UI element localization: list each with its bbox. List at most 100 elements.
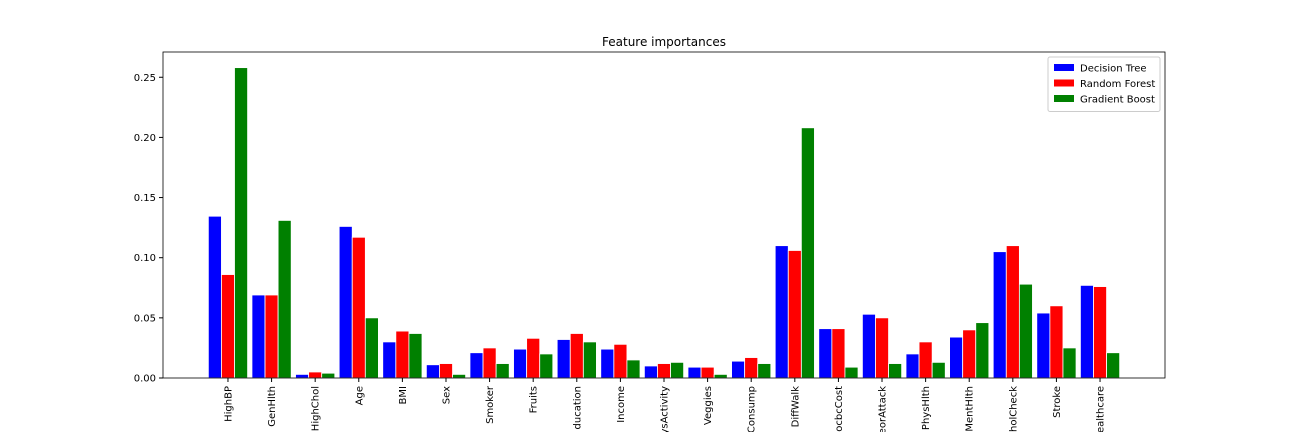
x-tick-label: DiffWalk [790,386,801,428]
y-tick-label: 0.10 [134,253,156,264]
bar [1093,286,1107,379]
x-tick-label: Fruits [529,386,540,413]
bar [338,226,353,379]
x-tick-label: HighBP [223,386,234,422]
bar [1106,352,1121,379]
bar [469,352,484,379]
bar [1018,283,1033,379]
bar [395,330,410,379]
bar [949,336,964,379]
bar [1005,245,1020,379]
x-tick-label: ocbcCost [834,386,845,432]
bar [526,337,541,379]
bar [264,294,279,379]
bar [234,67,248,379]
x-tick-label: GenHlth [267,386,278,427]
bar [875,317,889,379]
legend-label: Decision Tree [1080,64,1147,75]
bar [364,317,379,379]
chart-title: Feature importances [602,35,726,49]
x-tick-label: Income [616,386,627,423]
bar [382,341,397,379]
bar [321,372,336,379]
bar [600,348,615,379]
x-tick-label: HighChol [311,386,322,431]
x-tick-label: MentHlth [965,386,976,432]
y-tick-label: 0.25 [134,73,156,84]
x-tick-label: Sex [441,386,452,404]
bar [1036,312,1051,379]
bar [787,250,802,379]
y-tick-label: 0.20 [134,133,156,144]
bar [1080,284,1094,379]
bar [452,373,467,379]
bar [207,215,222,379]
bar [569,333,584,379]
bar [556,339,571,379]
bar [800,127,815,379]
bar [757,363,772,379]
bar [308,371,323,379]
plot-frame [162,51,1166,379]
x-tick-label: Age [354,386,365,405]
legend-swatch [1054,95,1074,102]
x-tick-label: Consump [747,386,758,432]
bar [351,236,366,379]
bar [918,341,933,379]
x-tick-label: holCheck [1008,386,1019,432]
bar [408,333,423,379]
bar [831,328,846,379]
legend-label: Gradient Boost [1080,95,1155,106]
bar [1049,305,1064,379]
bar [713,373,728,379]
x-tick-label: ealthcare [1096,386,1107,432]
bar [277,220,292,379]
x-tick-label: eorAttack [878,386,889,432]
bar [513,348,528,379]
bar [670,361,685,379]
x-tick-label: Smoker [485,385,496,424]
bar [439,363,453,379]
bar [888,363,903,379]
bar [774,245,789,379]
bar [657,363,671,379]
bar [482,347,497,379]
bar [643,365,658,379]
bar [731,360,746,379]
bar [626,359,641,379]
bar [495,363,510,379]
bar [582,341,597,379]
bar [844,366,859,379]
bar [295,373,310,379]
x-tick-label: Veggies [703,386,714,425]
bar [818,328,833,379]
bar [744,357,759,379]
x-tick-label: ducation [572,386,583,429]
x-tick-label: Stroke [1052,386,1063,418]
y-tick-label: 0.00 [134,374,156,385]
bar [425,364,440,379]
x-tick-label: PhysHlth [921,386,932,430]
bar [962,329,977,379]
bar [251,294,266,379]
x-tick-label: ysActivity [660,386,671,432]
legend-label: Random Forest [1080,79,1155,90]
y-tick-label: 0.15 [134,193,156,204]
bar [221,274,235,379]
bar [975,322,990,379]
legend-swatch [1054,79,1074,87]
bar [539,353,554,379]
bar [700,366,715,379]
bar [687,366,702,379]
bar [905,353,920,379]
x-tick-label: BMI [398,386,409,404]
y-tick-label: 0.05 [134,313,156,324]
bar [1062,347,1077,379]
bar [861,313,876,379]
bar [613,343,628,379]
legend-swatch [1054,64,1074,71]
bar [992,251,1007,379]
legend-box [1047,56,1161,112]
bar [931,361,946,379]
